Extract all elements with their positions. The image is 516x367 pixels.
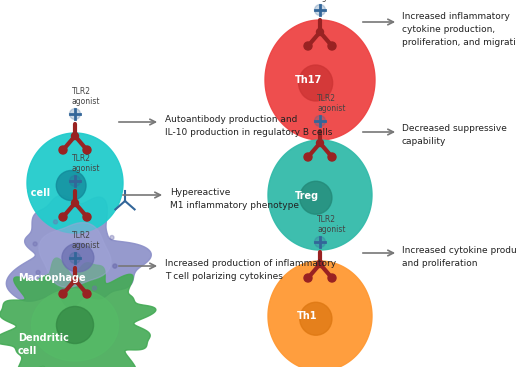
- Circle shape: [83, 290, 91, 298]
- Circle shape: [72, 132, 78, 139]
- Polygon shape: [39, 223, 111, 287]
- Polygon shape: [268, 140, 372, 250]
- Circle shape: [316, 261, 324, 268]
- Circle shape: [304, 42, 312, 50]
- Circle shape: [316, 139, 324, 146]
- Polygon shape: [27, 133, 123, 233]
- Text: Th17: Th17: [295, 75, 322, 85]
- Circle shape: [56, 306, 93, 344]
- Circle shape: [83, 213, 91, 221]
- Text: TLR2
agonist: TLR2 agonist: [72, 87, 101, 106]
- Text: cell: cell: [18, 346, 37, 356]
- Circle shape: [70, 109, 80, 120]
- Text: TLR2
agonist: TLR2 agonist: [72, 154, 101, 173]
- Circle shape: [70, 252, 80, 264]
- Text: Macrophage: Macrophage: [18, 273, 86, 283]
- Circle shape: [314, 116, 326, 127]
- Text: Decreased suppressive: Decreased suppressive: [402, 124, 507, 133]
- Text: Hypereactive: Hypereactive: [170, 188, 230, 197]
- Text: proliferation, and migration: proliferation, and migration: [402, 38, 516, 47]
- Ellipse shape: [299, 65, 333, 101]
- Text: Increased inflammatory: Increased inflammatory: [402, 12, 510, 21]
- Circle shape: [59, 290, 67, 298]
- Circle shape: [59, 213, 67, 221]
- Circle shape: [85, 217, 89, 221]
- Polygon shape: [0, 258, 156, 367]
- Circle shape: [72, 200, 78, 207]
- Ellipse shape: [56, 171, 86, 200]
- Text: T cell polarizing cytokines: T cell polarizing cytokines: [165, 272, 283, 281]
- Text: TLR2
agonist: TLR2 agonist: [317, 94, 346, 113]
- Text: M1 inflammatory phenotype: M1 inflammatory phenotype: [170, 201, 299, 210]
- Text: TLR2
agonist: TLR2 agonist: [72, 230, 101, 250]
- Ellipse shape: [300, 181, 332, 214]
- Text: IL-10 production in regulatory B cells: IL-10 production in regulatory B cells: [165, 128, 332, 137]
- Circle shape: [83, 146, 91, 154]
- Text: TLR2
agonist: TLR2 agonist: [317, 215, 346, 234]
- Text: capability: capability: [402, 137, 446, 146]
- Circle shape: [36, 270, 40, 275]
- Circle shape: [314, 4, 326, 15]
- Circle shape: [328, 274, 336, 282]
- Circle shape: [70, 175, 80, 186]
- Circle shape: [316, 29, 324, 36]
- Text: Dendritic: Dendritic: [18, 333, 69, 343]
- Circle shape: [110, 236, 114, 240]
- Polygon shape: [265, 20, 375, 140]
- Circle shape: [54, 220, 58, 224]
- Polygon shape: [6, 195, 151, 307]
- Polygon shape: [31, 289, 119, 361]
- Text: Autoantibody production and: Autoantibody production and: [165, 115, 297, 124]
- Text: Increased cytokine production: Increased cytokine production: [402, 246, 516, 255]
- Polygon shape: [268, 261, 372, 367]
- Circle shape: [60, 289, 64, 293]
- Text: TLR2
agonist: TLR2 agonist: [317, 0, 346, 2]
- Circle shape: [113, 264, 117, 268]
- Circle shape: [33, 242, 37, 246]
- Circle shape: [304, 153, 312, 161]
- Circle shape: [328, 42, 336, 50]
- Circle shape: [92, 286, 96, 290]
- Circle shape: [72, 276, 78, 283]
- Text: B cell: B cell: [20, 188, 50, 198]
- Circle shape: [328, 153, 336, 161]
- Circle shape: [304, 274, 312, 282]
- Circle shape: [59, 146, 67, 154]
- Text: Treg: Treg: [295, 191, 319, 201]
- Ellipse shape: [300, 302, 332, 335]
- Text: Th1: Th1: [297, 311, 317, 321]
- Circle shape: [314, 236, 326, 247]
- Ellipse shape: [62, 243, 94, 272]
- Text: and proliferation: and proliferation: [402, 259, 477, 268]
- Text: cytokine production,: cytokine production,: [402, 25, 495, 34]
- Text: Increased production of inflammatory: Increased production of inflammatory: [165, 259, 336, 268]
- Circle shape: [113, 264, 117, 268]
